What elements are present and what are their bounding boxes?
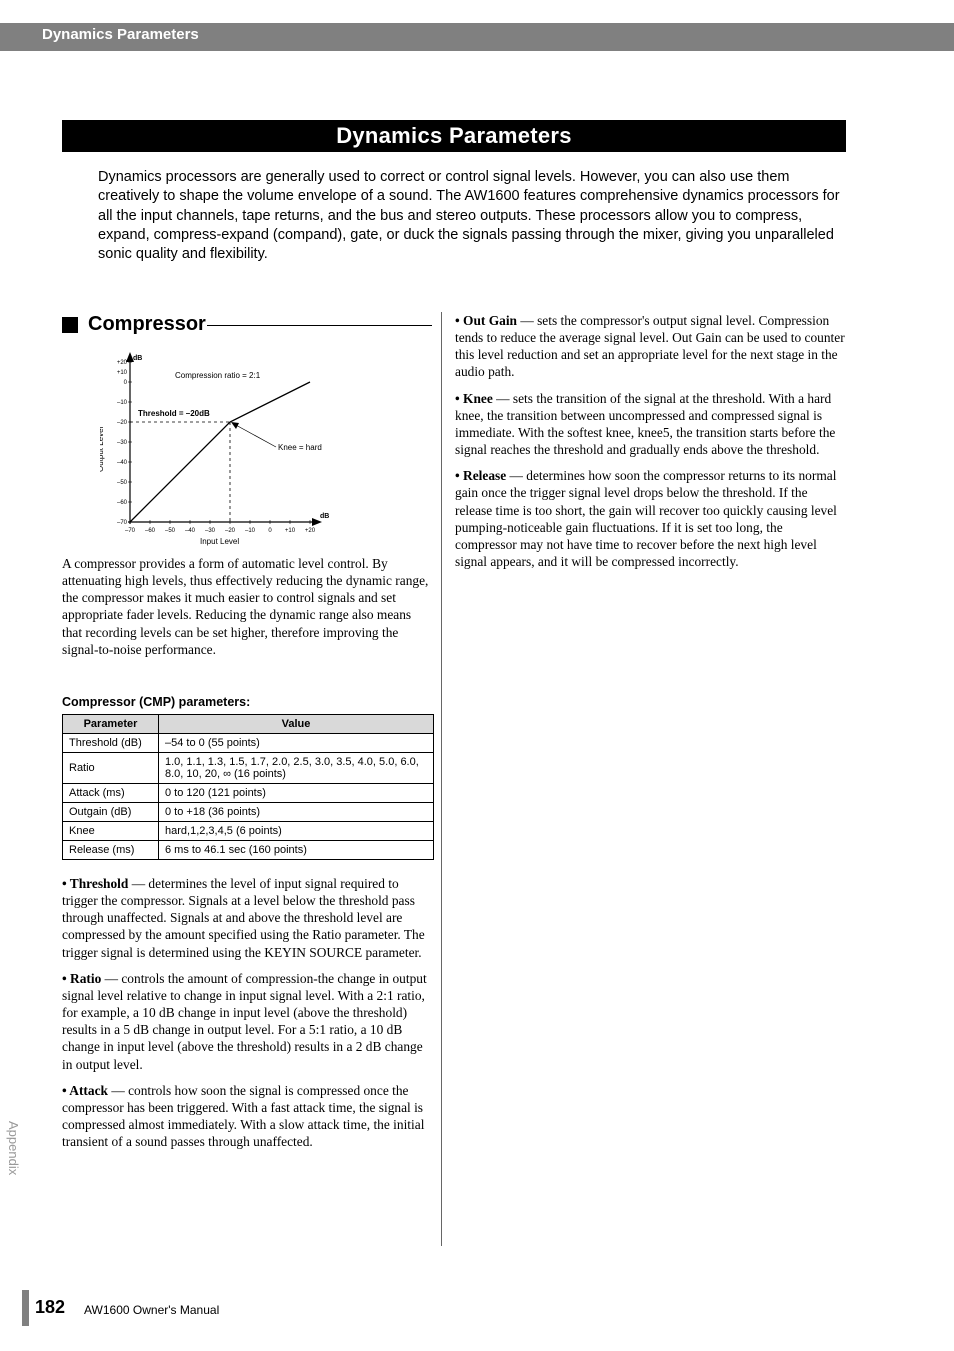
definition-para: • Attack — controls how soon the signal … [62,1082,434,1151]
table-caption: Compressor (CMP) parameters: [62,695,250,709]
table-row: Outgain (dB)0 to +18 (36 points) [63,803,434,822]
table-cell-parameter: Threshold (dB) [63,734,159,753]
threshold-annotation: Threshold = –20dB [138,409,210,418]
svg-text:–20: –20 [117,420,128,426]
svg-text:0: 0 [124,380,128,386]
section-rule [207,325,432,326]
table-header-parameter: Parameter [63,715,159,734]
table-cell-parameter: Knee [63,822,159,841]
svg-text:–40: –40 [185,528,196,534]
table-row: Ratio1.0, 1.1, 1.3, 1.5, 1.7, 2.0, 2.5, … [63,753,434,784]
section-title: Compressor [88,313,206,336]
definition-para: • Ratio — controls the amount of compres… [62,970,434,1073]
svg-text:+10: +10 [285,528,296,534]
running-head: Dynamics Parameters [42,26,199,43]
definition-para: • Threshold — determines the level of in… [62,875,434,961]
svg-text:–20: –20 [225,528,236,534]
svg-text:–30: –30 [205,528,216,534]
compressor-graph: –70 –60 –50 –40 –30 –20 –10 0 +20 +10 [100,352,360,550]
table-cell-parameter: Ratio [63,753,159,784]
section-bullet-icon [62,317,78,333]
table-cell-parameter: Release (ms) [63,841,159,860]
svg-text:–60: –60 [117,500,128,506]
table-cell-value: 0 to 120 (121 points) [159,784,434,803]
svg-text:–50: –50 [165,528,176,534]
svg-text:–60: –60 [145,528,156,534]
knee-annotation: Knee = hard [278,443,322,452]
svg-text:–30: –30 [117,440,128,446]
table-row: Release (ms)6 ms to 46.1 sec (160 points… [63,841,434,860]
svg-text:–40: –40 [117,460,128,466]
svg-text:dB: dB [320,513,329,520]
table-cell-value: hard,1,2,3,4,5 (6 points) [159,822,434,841]
column-divider [441,312,442,1246]
table-row: Attack (ms)0 to 120 (121 points) [63,784,434,803]
table-cell-parameter: Outgain (dB) [63,803,159,822]
table-cell-value: –54 to 0 (55 points) [159,734,434,753]
svg-text:–10: –10 [117,400,128,406]
svg-text:–70: –70 [117,520,128,526]
page-number: 182 [35,1297,65,1318]
svg-text:+20: +20 [117,360,128,366]
definition-para: • Knee — sets the transition of the sign… [455,390,847,459]
y-axis-label: Output Level [100,426,105,472]
table-row: Kneehard,1,2,3,4,5 (6 points) [63,822,434,841]
table-cell-value: 0 to +18 (36 points) [159,803,434,822]
svg-text:dB: dB [133,355,142,362]
definition-para: • Out Gain — sets the compressor's outpu… [455,312,847,381]
right-paragraphs: • Out Gain — sets the compressor's outpu… [455,312,847,579]
ratio-annotation: Compression ratio = 2:1 [175,371,261,380]
left-paragraphs: • Threshold — determines the level of in… [62,875,434,1159]
footer-manual-name: AW1600 Owner's Manual [84,1303,219,1317]
footer-bar [22,1290,29,1326]
table-cell-value: 1.0, 1.1, 1.3, 1.5, 1.7, 2.0, 2.5, 3.0, … [159,753,434,784]
svg-text:–10: –10 [245,528,256,534]
page-title-bar: Dynamics Parameters [62,120,846,152]
table-row: Threshold (dB)–54 to 0 (55 points) [63,734,434,753]
compressor-intro-para: A compressor provides a form of automati… [62,555,434,658]
x-axis-label: Input Level [200,537,239,546]
intro-paragraph: Dynamics processors are generally used t… [98,168,848,264]
svg-text:0: 0 [268,528,272,534]
table-header-value: Value [159,715,434,734]
svg-text:+10: +10 [117,370,128,376]
svg-text:+20: +20 [305,528,316,534]
table-cell-parameter: Attack (ms) [63,784,159,803]
svg-text:–70: –70 [125,528,136,534]
parameters-table: Parameter Value Threshold (dB)–54 to 0 (… [62,714,434,860]
definition-para: • Release — determines how soon the comp… [455,467,847,570]
svg-text:–50: –50 [117,480,128,486]
table-cell-value: 6 ms to 46.1 sec (160 points) [159,841,434,860]
side-tab-appendix: Appendix [6,1121,21,1175]
